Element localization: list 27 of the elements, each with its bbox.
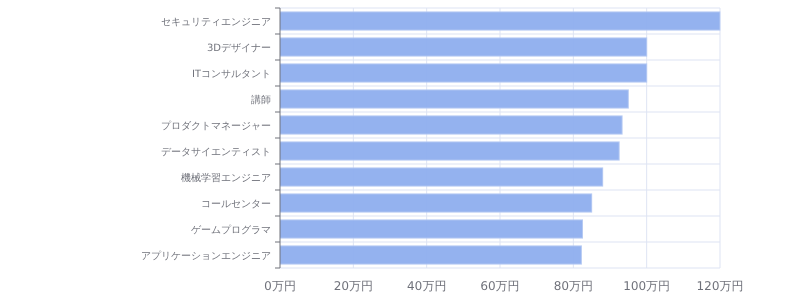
bar: [280, 219, 583, 239]
x-tick-label: 80万円: [554, 279, 593, 293]
bar: [280, 63, 648, 83]
y-tick-label: ITコンサルタント: [192, 69, 271, 80]
x-tick-label: 120万円: [696, 279, 744, 293]
bar: [280, 115, 623, 135]
x-tick-label: 60万円: [480, 279, 520, 293]
x-tick-label: 100万円: [623, 279, 670, 293]
y-tick-label: ゲームプログラマ: [191, 224, 271, 236]
y-tick-label: プロダクトマネージャー: [161, 120, 271, 132]
x-tick-label: 20万円: [334, 279, 373, 293]
y-tick-label: アプリケーションエンジニア: [141, 250, 271, 262]
bar: [280, 245, 582, 265]
y-tick-label: コールセンター: [201, 199, 271, 210]
x-tick-label: 40万円: [407, 279, 446, 293]
bar: [280, 37, 648, 57]
y-tick-label: データサイエンティスト: [161, 147, 271, 158]
bar: [280, 11, 720, 31]
bar: [280, 167, 604, 187]
x-tick-label: 0万円: [264, 279, 296, 293]
y-tick-label: 3Dデザイナー: [206, 43, 271, 54]
bar: [280, 193, 592, 213]
bar: [280, 141, 620, 161]
bar: [280, 89, 629, 109]
y-tick-label: セキュリティエンジニア: [161, 17, 271, 28]
y-tick-label: 講師: [251, 94, 271, 106]
y-tick-label: 機械学習エンジニア: [181, 172, 271, 184]
